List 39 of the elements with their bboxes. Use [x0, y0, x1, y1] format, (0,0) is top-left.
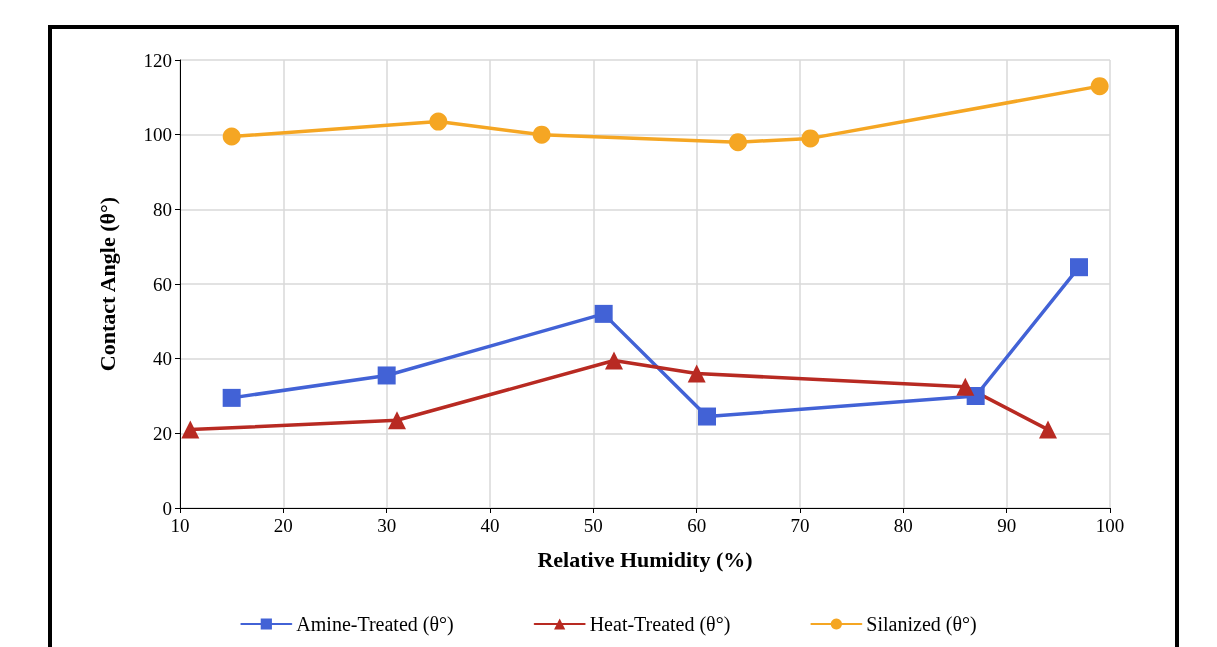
y-tick-label: 0: [162, 497, 172, 519]
x-tick-label: 30: [377, 515, 397, 536]
point: [1070, 258, 1088, 277]
legend-label: Silanized (θ°): [866, 613, 977, 636]
x-tick-label: 70: [790, 515, 810, 536]
x-tick-label: 80: [893, 515, 913, 536]
y-axis-title: Contact Angle (θ°): [94, 196, 120, 372]
legend-label: Heat-Treated (θ°): [589, 613, 731, 636]
point: [698, 407, 716, 426]
x-tick-label: 10: [170, 515, 190, 536]
point: [729, 133, 747, 152]
y-tick-label: 120: [143, 49, 172, 71]
x-tick-label: 100: [1095, 515, 1125, 536]
x-tick-label: 90: [997, 515, 1017, 536]
point: [222, 127, 241, 146]
point: [594, 304, 613, 323]
y-tick-label: 100: [143, 124, 172, 146]
point: [181, 420, 200, 439]
point: [605, 351, 623, 370]
point: [1039, 420, 1057, 439]
point: [222, 388, 241, 407]
point: [956, 377, 975, 396]
y-tick-label: 40: [153, 348, 172, 370]
point: [801, 129, 820, 148]
x-axis-title: Relative Humidity (%): [537, 546, 753, 572]
y-tick-label: 20: [153, 422, 172, 444]
x-tick-label: 20: [273, 515, 293, 536]
y-tick-label: 60: [153, 273, 172, 295]
point: [687, 364, 706, 383]
point: [429, 112, 448, 131]
x-tick-label: 40: [480, 515, 500, 536]
legend-label: Amine-Treated (θ°): [296, 613, 454, 636]
y-tick-label: 80: [153, 198, 172, 220]
x-tick-label: 50: [583, 515, 603, 536]
point: [377, 366, 396, 385]
point: [532, 125, 551, 144]
point: [1090, 77, 1109, 96]
x-tick-label: 60: [687, 515, 707, 536]
point: [388, 411, 406, 430]
